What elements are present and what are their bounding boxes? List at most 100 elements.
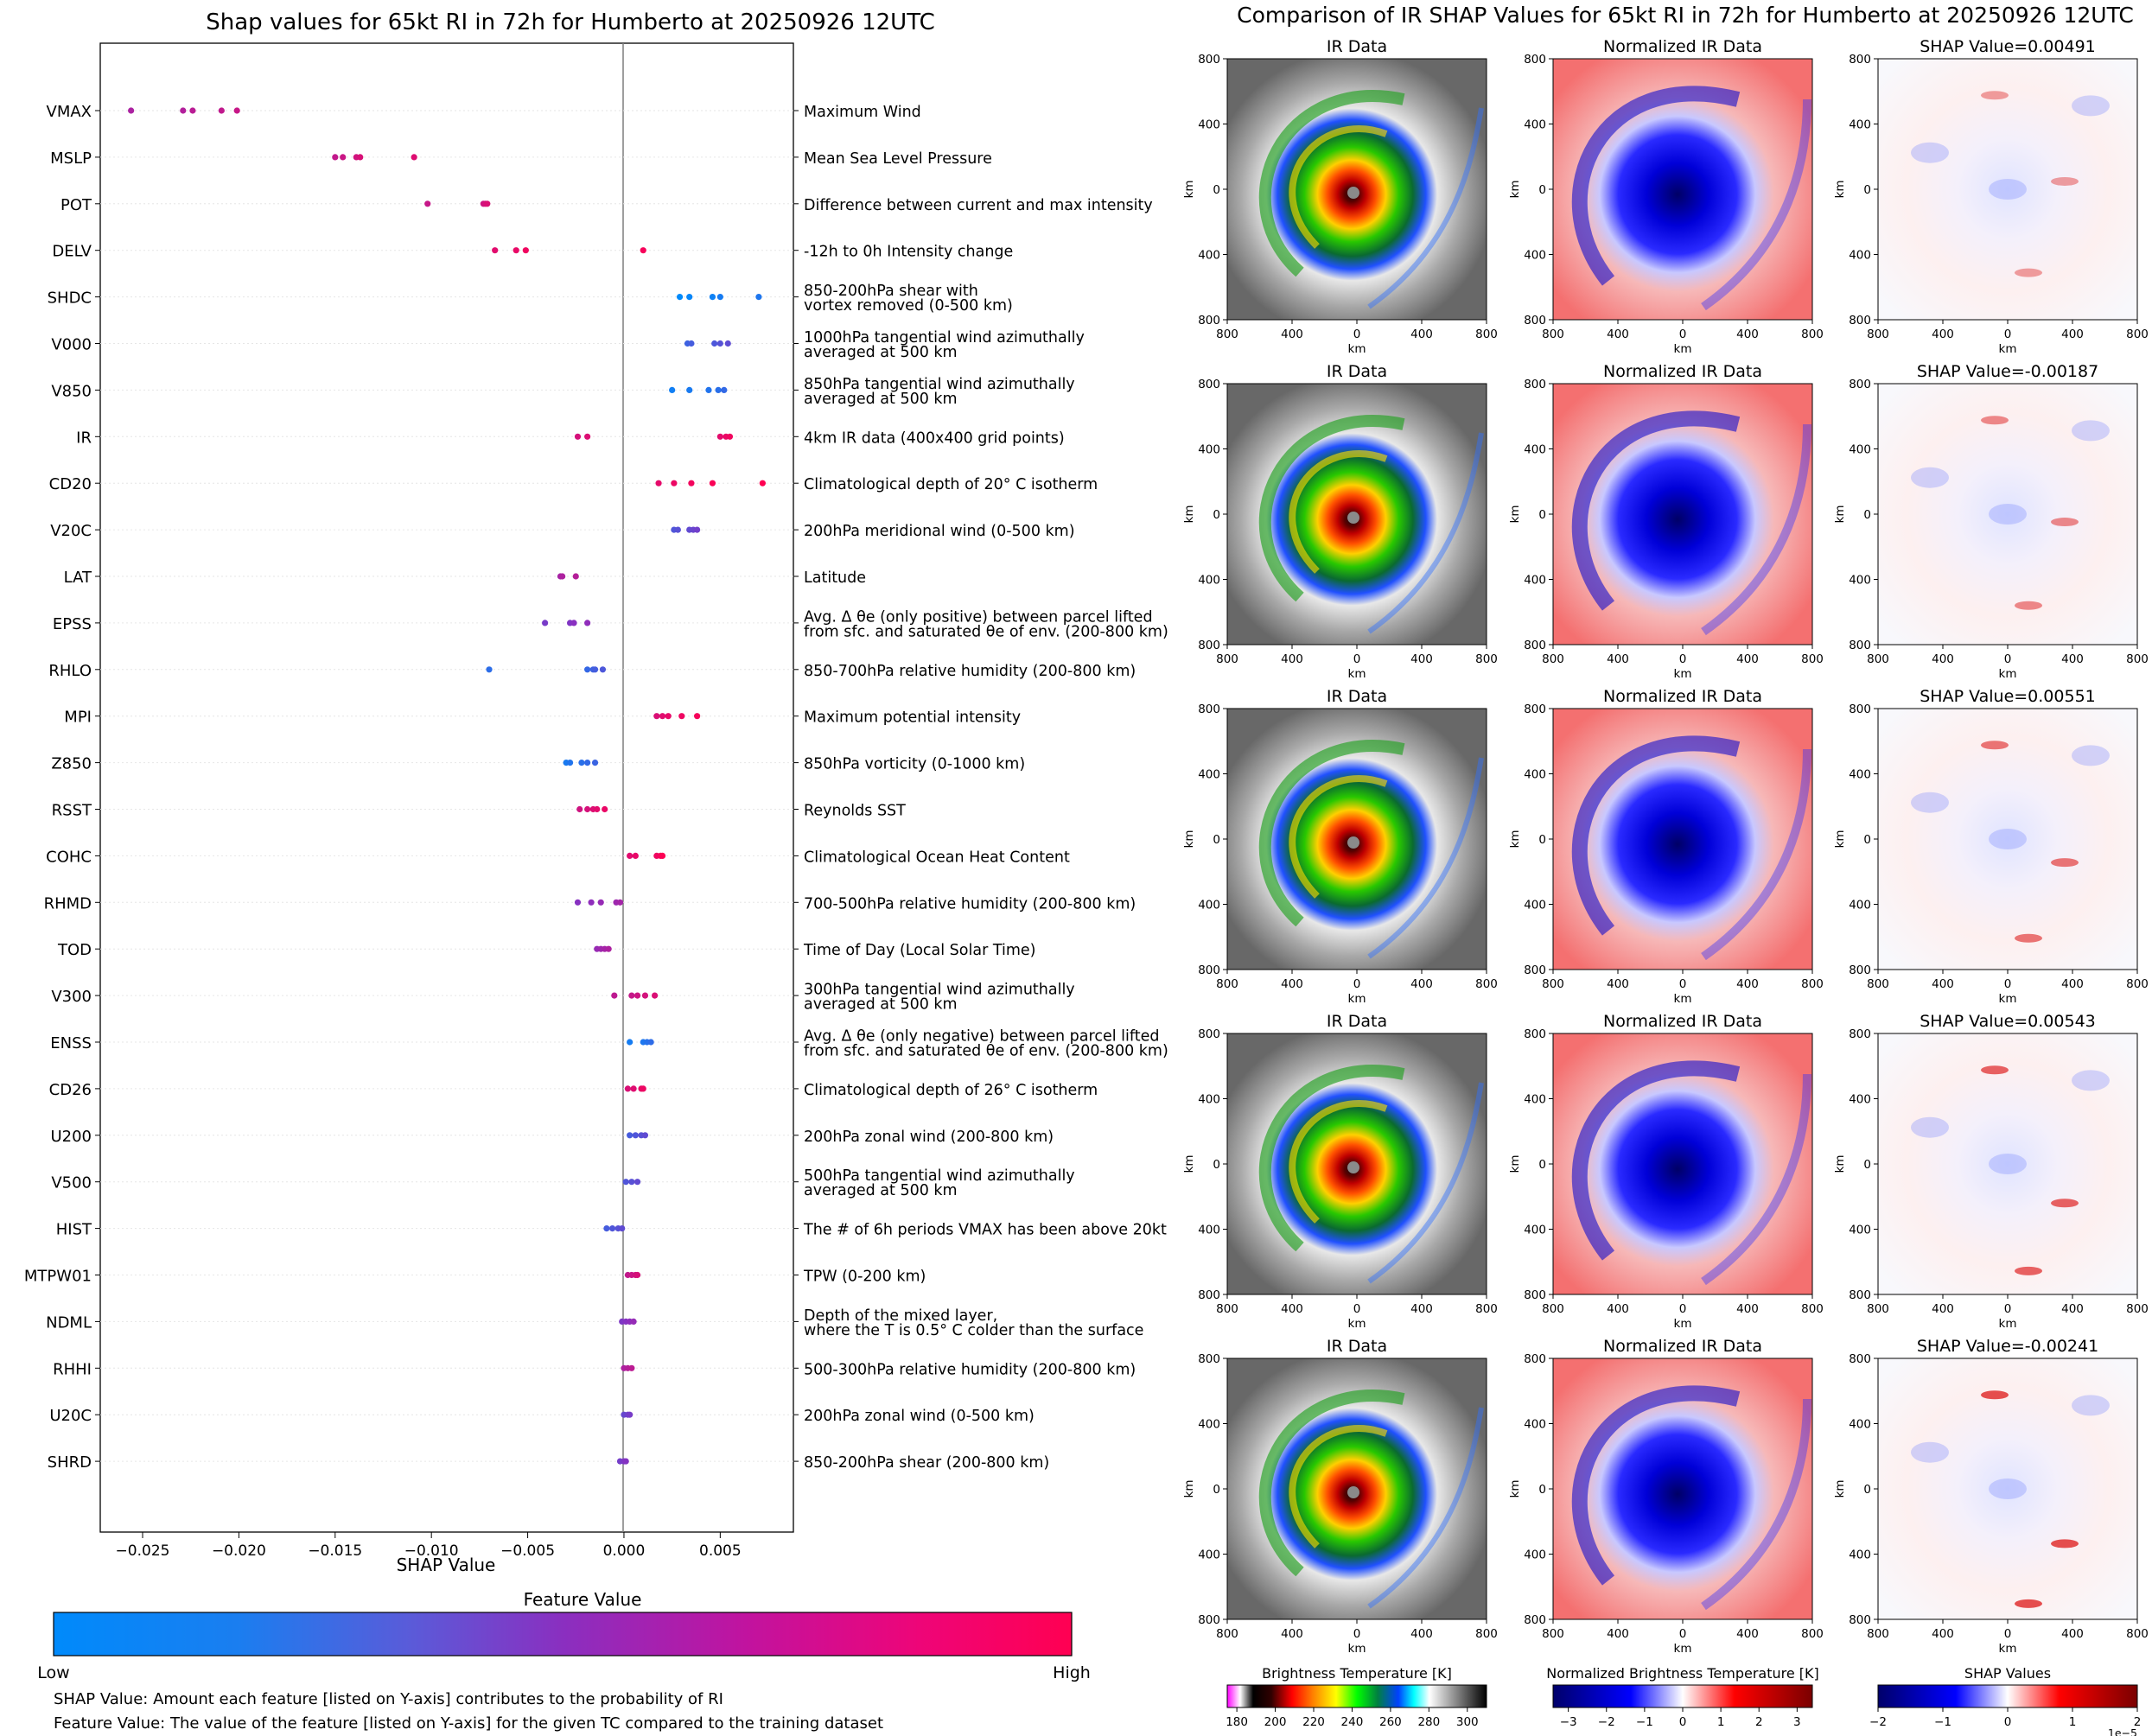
panel-x-tick-label: 800 xyxy=(2126,977,2149,991)
panel-x-tick-label: 0 xyxy=(1679,327,1687,341)
shap-point xyxy=(759,480,766,486)
shap-point xyxy=(513,247,519,254)
feature-row-v500: V500 500hPa tangential wind azimuthallyav… xyxy=(51,1167,1074,1199)
panel-x-tick-label: 800 xyxy=(1216,977,1238,991)
panel-y-tick-label: 0 xyxy=(1863,508,1871,522)
feature-row-z850: Z850 850hPa vorticity (0-1000 km) xyxy=(51,755,1025,773)
panel-x-tick-label: 400 xyxy=(2061,1302,2084,1316)
panel-x-axis-label: km xyxy=(1348,1317,1366,1331)
panel-title: Normalized IR Data xyxy=(1603,1337,1762,1356)
shap-hotspot-positive xyxy=(2015,601,2042,610)
colorbar-tick-label: −1 xyxy=(1934,1715,1951,1729)
panel-x-tick-label: 0 xyxy=(1353,327,1361,341)
panel-x-tick-label: 400 xyxy=(1410,1627,1433,1641)
panel-x-tick-label: 800 xyxy=(1867,1627,1889,1641)
panel-title: IR Data xyxy=(1327,1337,1387,1356)
panel-y-tick-label: 400 xyxy=(1849,899,1871,913)
feature-label: IR xyxy=(76,429,92,447)
panel-x-tick-label: 400 xyxy=(1410,327,1433,341)
panel-x-tick-label: 400 xyxy=(1410,652,1433,666)
shap-point xyxy=(628,1179,635,1186)
panel-y-tick-label: 400 xyxy=(1198,118,1220,132)
feature-label: RHLO xyxy=(48,662,92,680)
shap-point xyxy=(584,760,591,766)
shap-point xyxy=(522,247,529,254)
shap-point xyxy=(694,526,701,533)
panel-y-tick-label: 800 xyxy=(1198,1027,1220,1041)
shap-point xyxy=(640,1085,646,1092)
shap-point xyxy=(676,294,684,301)
colorbar-tick-label: 280 xyxy=(1417,1715,1440,1729)
panel-x-tick-label: 400 xyxy=(1607,1302,1629,1316)
colorbar-tick-label: 180 xyxy=(1226,1715,1248,1729)
panel-grid: IR Data 800 800 400 400 0 0 400 400 800 800 km km Nor… xyxy=(1182,37,2149,1656)
colorbar-tick-label: −2 xyxy=(1869,1715,1887,1729)
shap-hotspot-positive xyxy=(2051,1199,2079,1208)
panel-x-tick-label: 800 xyxy=(1475,652,1498,666)
feature-description: Maximum potential intensity xyxy=(804,709,1021,727)
panel-title: SHAP Value=0.00491 xyxy=(1920,37,2096,56)
panel-y-tick-label: 800 xyxy=(1849,703,1871,716)
feature-row-cd20: CD20 Climatological depth of 20° C isothe… xyxy=(49,475,1098,493)
panel-x-tick-label: 800 xyxy=(1801,327,1824,341)
panel-x-axis-label: km xyxy=(1999,992,2017,1006)
panel-r2-c3: SHAP Value=-0.00187800800400400004004008… xyxy=(1833,362,2149,681)
shap-point xyxy=(659,713,666,720)
panel-x-tick-label: 400 xyxy=(1736,327,1759,341)
panel-x-tick-label: 400 xyxy=(2061,977,2084,991)
feature-description: Depth of the mixed layer, xyxy=(804,1307,997,1325)
shap-point xyxy=(605,945,612,952)
shap-hotspot-negative xyxy=(1911,1441,1949,1463)
panel-x-tick-label: 400 xyxy=(1736,652,1759,666)
panel-y-axis-label: km xyxy=(1833,830,1847,849)
panel-y-tick-label: 400 xyxy=(1849,1418,1871,1432)
panel-x-tick-label: 400 xyxy=(1932,977,1954,991)
panel-title: SHAP Value=0.00543 xyxy=(1920,1012,2096,1031)
rainband xyxy=(1367,1407,1484,1609)
panel-r5-c2: Normalized IR Data8008004004000040040080… xyxy=(1508,1337,1824,1656)
panel-y-tick-label: 400 xyxy=(1524,443,1546,457)
colorbar-tick-label: 200 xyxy=(1264,1715,1287,1729)
shap-point xyxy=(492,247,499,254)
panel-x-tick-label: 800 xyxy=(1867,977,1889,991)
panel-y-tick-label: 800 xyxy=(1524,1288,1546,1302)
panel-y-tick-label: 400 xyxy=(1849,1093,1871,1107)
colorbar-tick-label: 3 xyxy=(1793,1715,1801,1729)
feature-row-v850: V850 850hPa tangential wind azimuthallyav… xyxy=(51,376,1074,408)
rainband xyxy=(1289,450,1388,574)
shap-point xyxy=(634,1179,641,1186)
shap-point xyxy=(724,340,731,347)
shap-point xyxy=(634,992,641,999)
feature-description: 4km IR data (400x400 grid points) xyxy=(804,429,1065,447)
panel-x-tick-label: 800 xyxy=(1475,977,1498,991)
shap-point xyxy=(608,1225,616,1232)
feature-description: 1000hPa tangential wind azimuthally xyxy=(804,329,1085,347)
panel-x-tick-label: 400 xyxy=(1736,1627,1759,1641)
shap-point xyxy=(591,760,599,766)
panel-y-tick-label: 800 xyxy=(1198,1613,1220,1627)
panel-x-tick-label: 800 xyxy=(2126,652,2149,666)
feature-description: averaged at 500 km xyxy=(804,996,958,1014)
panel-y-tick-label: 400 xyxy=(1849,249,1871,263)
panel-y-tick-label: 400 xyxy=(1849,574,1871,588)
panel-x-tick-label: 800 xyxy=(1801,1627,1824,1641)
panel-y-tick-label: 0 xyxy=(1213,833,1220,847)
rainband xyxy=(1258,415,1405,602)
shap-point xyxy=(630,1318,637,1325)
feature-label: V000 xyxy=(51,336,92,354)
shap-point xyxy=(628,992,635,999)
feature-description: Latitude xyxy=(804,569,866,587)
panel-y-tick-label: 800 xyxy=(1198,378,1220,391)
feature-row-lat: LAT Latitude xyxy=(64,569,866,587)
panel-x-tick-label: 0 xyxy=(1353,652,1361,666)
feature-row-rhlo: RHLO 850-700hPa relative humidity (200-80… xyxy=(48,662,1136,680)
feature-row-rhmd: RHMD 700-500hPa relative humidity (200-80… xyxy=(44,894,1136,913)
panel-y-tick-label: 0 xyxy=(1538,508,1546,522)
panel-y-tick-label: 800 xyxy=(1524,963,1546,977)
feature-label: V20C xyxy=(50,522,92,540)
panel-y-tick-label: 0 xyxy=(1863,1158,1871,1172)
eye xyxy=(1347,187,1359,200)
